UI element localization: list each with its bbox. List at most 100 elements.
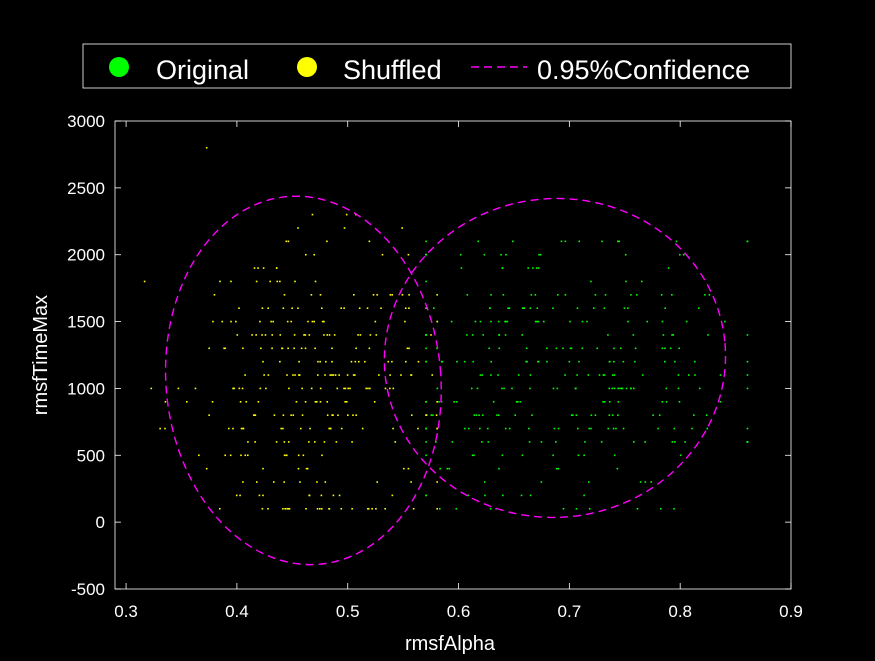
data-point: [598, 374, 601, 376]
data-point: [290, 414, 292, 416]
data-point: [665, 387, 668, 390]
data-point: [529, 374, 532, 376]
data-point: [552, 454, 554, 457]
confidence-ellipse-shuffled: [164, 195, 442, 566]
data-point: [678, 347, 680, 350]
data-point: [247, 441, 249, 443]
data-point: [587, 374, 590, 376]
data-point: [224, 454, 226, 457]
data-point: [488, 307, 491, 309]
data-point: [351, 507, 353, 510]
data-point: [636, 294, 638, 296]
data-point: [425, 253, 427, 256]
data-point: [673, 427, 676, 430]
data-point: [345, 213, 348, 216]
data-point: [434, 441, 437, 443]
data-point: [308, 441, 310, 443]
data-point: [321, 454, 323, 457]
data-point: [271, 334, 274, 336]
data-point: [577, 454, 580, 457]
data-point: [391, 294, 394, 296]
data-point: [481, 414, 484, 416]
data-point: [475, 414, 478, 416]
data-point: [632, 334, 635, 336]
data-point: [355, 414, 358, 416]
legend-label-confidence: 0.95%Confidence: [537, 55, 750, 85]
data-point: [417, 427, 419, 430]
data-point: [698, 387, 701, 390]
data-point: [394, 441, 397, 443]
data-point: [239, 494, 241, 497]
data-point: [230, 320, 232, 323]
data-point: [682, 253, 685, 256]
data-point: [425, 414, 428, 416]
data-point: [537, 360, 539, 363]
data-point: [205, 467, 208, 470]
data-point: [334, 374, 337, 376]
data-point: [650, 481, 653, 483]
data-point: [697, 307, 700, 309]
data-point: [644, 441, 646, 443]
data-point: [671, 294, 673, 296]
data-point: [233, 387, 235, 390]
data-point: [283, 294, 286, 296]
legend-label-original: Original: [156, 55, 249, 85]
data-point: [525, 360, 527, 363]
data-point: [677, 387, 680, 390]
data-point: [304, 334, 307, 336]
data-point: [279, 334, 282, 336]
data-point: [392, 387, 395, 390]
data-point: [314, 280, 317, 283]
data-point: [456, 401, 458, 403]
data-point: [326, 334, 328, 336]
data-point: [301, 414, 304, 416]
data-point: [611, 414, 614, 416]
data-point: [417, 360, 420, 363]
data-point: [492, 401, 495, 403]
data-point: [280, 427, 283, 430]
data-point: [213, 294, 216, 296]
data-point: [300, 347, 303, 350]
data-point: [719, 401, 722, 403]
data-point: [287, 347, 289, 350]
data-point: [400, 374, 402, 376]
data-point: [359, 334, 362, 336]
data-point: [194, 387, 197, 390]
data-point: [261, 307, 264, 309]
data-point: [596, 347, 599, 350]
data-point: [380, 307, 382, 309]
data-point: [644, 481, 647, 483]
data-point: [391, 360, 393, 363]
data-point: [313, 253, 315, 256]
data-point: [634, 360, 636, 363]
data-point: [287, 240, 290, 243]
data-point: [602, 374, 605, 376]
data-point: [309, 427, 311, 430]
data-point: [479, 427, 481, 430]
data-point: [287, 441, 290, 443]
data-point: [466, 294, 469, 296]
data-point: [425, 347, 427, 350]
data-point: [621, 387, 624, 390]
x-tick-label: 0.8: [668, 602, 692, 621]
data-point: [404, 307, 407, 309]
data-point: [555, 441, 557, 443]
data-point: [326, 401, 329, 403]
data-point: [517, 401, 519, 403]
data-point: [557, 427, 560, 430]
data-point: [537, 267, 540, 269]
data-point: [143, 280, 146, 283]
data-point: [361, 427, 364, 430]
data-point: [508, 427, 511, 430]
data-point: [570, 414, 573, 416]
data-point: [661, 320, 664, 323]
data-point: [536, 320, 538, 323]
data-point: [343, 307, 345, 309]
data-point: [313, 320, 315, 323]
data-point: [604, 294, 607, 296]
data-point: [542, 320, 545, 323]
legend-box: [82, 43, 792, 89]
data-point: [625, 280, 627, 283]
data-point: [436, 507, 438, 510]
